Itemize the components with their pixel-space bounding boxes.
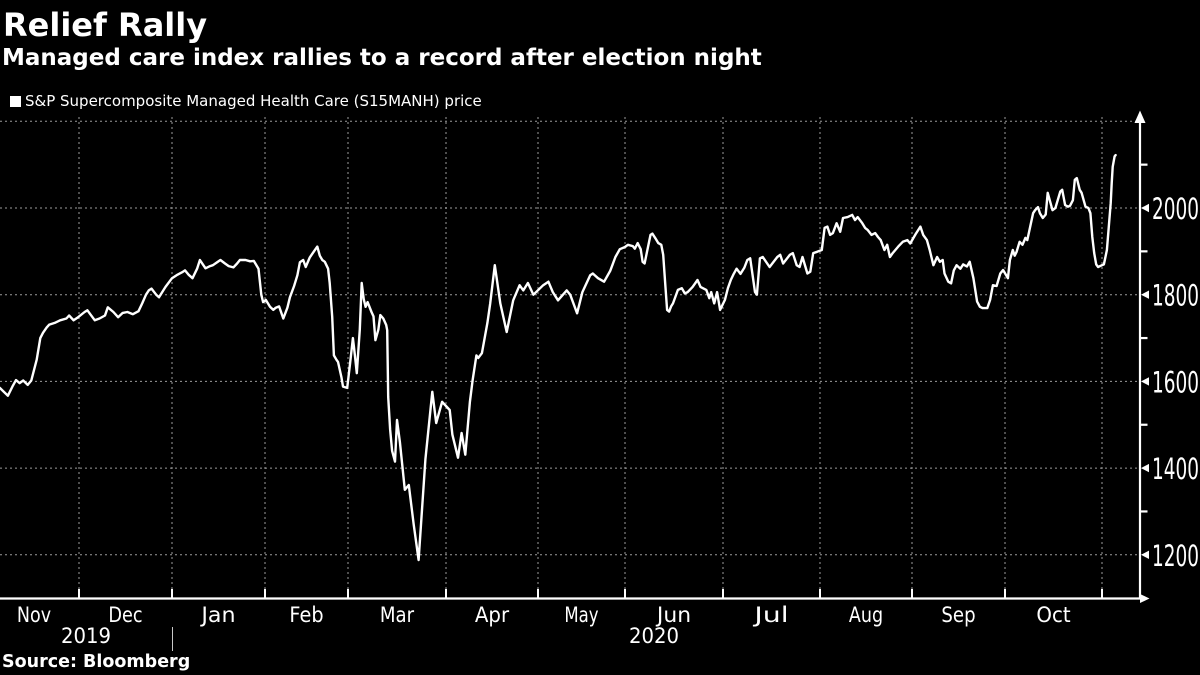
y-axis-tick-1600 <box>1141 377 1149 386</box>
x-axis-month-label-jun: Jun <box>655 603 691 627</box>
x-axis-month-label-oct: Oct <box>1036 603 1070 627</box>
y-axis-label-1800: 1800 <box>1152 279 1199 313</box>
y-axis-tick-1400 <box>1141 463 1149 473</box>
x-axis-month-label-sep: Sep <box>941 603 975 627</box>
x-axis-month-label-mar: Mar <box>380 603 415 627</box>
chart-subtitle: Managed care index rallies to a record a… <box>2 45 762 71</box>
source-label: Source: Bloomberg <box>2 652 191 672</box>
x-axis-month-label-apr: Apr <box>475 603 510 627</box>
chart-title: Relief Rally <box>3 6 208 44</box>
x-axis-arrow-icon <box>1140 594 1150 603</box>
x-axis-month-label-may: May <box>564 603 598 627</box>
y-axis-label-1600: 1600 <box>1152 365 1199 399</box>
x-axis-year-label-2020: 2020 <box>629 624 679 648</box>
y-axis-arrow-icon <box>1134 110 1146 123</box>
x-axis-month-label-jul: Jul <box>752 603 789 627</box>
legend-label: S&P Supercomposite Managed Health Care (… <box>25 92 482 110</box>
x-axis-year-label-2019: 2019 <box>61 624 111 648</box>
x-axis-month-label-aug: Aug <box>849 603 883 627</box>
y-axis-tick-2000 <box>1141 203 1149 213</box>
x-axis-month-label-feb: Feb <box>289 603 323 627</box>
x-axis-month-label-jan: Jan <box>199 603 235 627</box>
x-axis-month-label-nov: Nov <box>17 603 51 627</box>
y-axis-label-2000: 2000 <box>1152 192 1199 226</box>
y-axis-label-1400: 1400 <box>1152 452 1199 486</box>
y-axis-tick-1800 <box>1141 290 1149 299</box>
legend: S&P Supercomposite Managed Health Care (… <box>10 92 482 110</box>
legend-swatch-icon <box>10 95 21 107</box>
y-axis-tick-1200 <box>1141 550 1149 559</box>
y-axis-label-1200: 1200 <box>1152 539 1199 573</box>
x-axis-month-label-dec: Dec <box>108 603 142 627</box>
price-line <box>0 153 1117 562</box>
